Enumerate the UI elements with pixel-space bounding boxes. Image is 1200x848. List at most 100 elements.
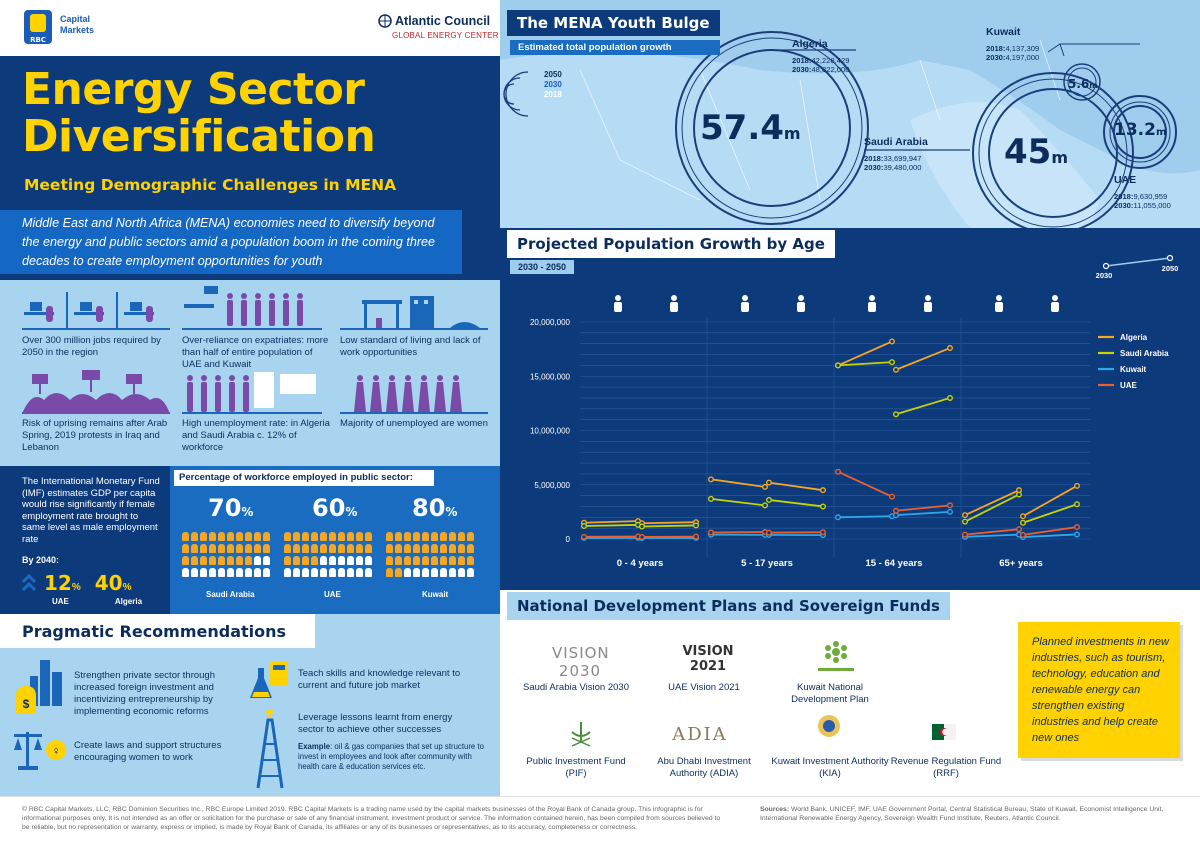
algeria-flag-icon	[932, 724, 956, 740]
plan-pif: Public Investment Fund (PIF)	[526, 756, 626, 779]
person-icon	[404, 544, 411, 553]
data-point	[1020, 531, 1027, 538]
person-icon	[200, 532, 207, 541]
saudi-total-value: 45	[1004, 132, 1052, 172]
data-point	[835, 514, 842, 521]
person-icon	[320, 544, 327, 553]
map-uae: UAE 2018:9,630,959 2030:11,055,000	[1114, 174, 1171, 210]
page-title: Energy Sector Diversification	[22, 66, 376, 160]
series-line	[895, 510, 951, 517]
legend-2030: 2030	[544, 80, 562, 89]
person-icon	[395, 532, 402, 541]
person-icon	[284, 568, 291, 577]
uae-total-unit: m	[1155, 127, 1167, 138]
slum-housing-icon	[340, 290, 488, 330]
person-icon	[320, 532, 327, 541]
pif-emblem-icon	[571, 722, 591, 747]
person-icon	[302, 544, 309, 553]
data-point	[889, 359, 896, 366]
person-icon	[218, 556, 225, 565]
svg-text:♀: ♀	[52, 744, 61, 758]
person-icon	[218, 568, 225, 577]
person-icon	[227, 556, 234, 565]
person-icon	[191, 532, 198, 541]
saudi-2018: 33,699,947	[883, 154, 922, 163]
imf-algeria-value: 40	[94, 571, 123, 595]
mena-map	[500, 0, 1200, 228]
person-icon	[431, 532, 438, 541]
footer-sources-label: Sources:	[760, 806, 790, 813]
person-icon	[356, 556, 363, 565]
data-point	[947, 394, 954, 401]
data-point	[766, 479, 773, 486]
person-icon	[422, 556, 429, 565]
female-icon	[798, 295, 804, 301]
point-uprising: Risk of uprising remains after Arab Spri…	[22, 418, 168, 453]
person-icon	[284, 544, 291, 553]
sector-kuwait-unit: %	[445, 505, 458, 519]
chart-title: Projected Population Growth by Age	[507, 230, 835, 258]
person-icon	[209, 544, 216, 553]
person-icon	[440, 556, 447, 565]
data-point	[580, 533, 587, 540]
data-point	[947, 345, 954, 352]
data-point	[820, 529, 827, 536]
rbc-shield-icon: RBC	[24, 10, 52, 44]
person-icon	[365, 568, 372, 577]
series-line	[768, 481, 824, 492]
saudi-2030: 39,480,000	[883, 163, 922, 172]
person-icon	[329, 544, 336, 553]
female-body-icon	[924, 302, 932, 312]
point-living-standard: Low standard of living and lack of work …	[340, 335, 481, 358]
series-line	[768, 499, 824, 508]
algeria-name: Algeria	[792, 38, 828, 50]
series-line	[710, 478, 766, 488]
person-icon	[404, 532, 411, 541]
person-icon	[431, 556, 438, 565]
investment-callout: Planned investments in new industries, s…	[1018, 622, 1180, 758]
person-icon	[218, 544, 225, 553]
male-body-icon	[741, 302, 749, 312]
reco-women-work: Create laws and support structures encou…	[74, 740, 222, 763]
imf-text: The International Monetary Fund (IMF) es…	[22, 476, 160, 545]
person-icon	[395, 556, 402, 565]
data-point	[820, 487, 827, 494]
women-queue-icon	[340, 370, 488, 414]
plans-heading: National Development Plans and Sovereign…	[507, 592, 950, 620]
person-icon	[182, 544, 189, 553]
algeria-2018-label: 2018:	[792, 56, 812, 65]
data-point	[962, 512, 969, 519]
person-icon	[458, 532, 465, 541]
adia-logo: ADIA	[664, 724, 736, 745]
data-point	[947, 508, 954, 515]
person-icon	[347, 556, 354, 565]
person-icon	[449, 568, 456, 577]
reco-example-text: : oil & gas companies that set up struct…	[298, 742, 484, 771]
map-algeria: Algeria 2018:42,228,429 2030:48,822,000	[792, 38, 849, 74]
kuwait-2018: 4,137,309	[1005, 44, 1040, 53]
kuwait-2018-label: 2018:	[986, 44, 1006, 53]
person-icon	[302, 556, 309, 565]
kuwait-2030: 4,197,000	[1005, 53, 1040, 62]
city-money-icon: $	[16, 660, 62, 714]
saudi-name: Saudi Arabia	[864, 136, 928, 148]
sector-uae-value: 60	[312, 494, 346, 522]
map-legend: 2050 2030 2018	[544, 70, 562, 100]
person-icon	[365, 556, 372, 565]
algeria-2030: 48,822,000	[811, 65, 850, 74]
imf-algeria-unit: %	[122, 582, 132, 593]
person-icon	[347, 544, 354, 553]
office-desks-icon	[22, 290, 170, 330]
person-icon	[236, 568, 243, 577]
series-line	[583, 520, 639, 524]
series-line	[837, 470, 893, 498]
recommendations-heading: Pragmatic Recommendations	[0, 614, 315, 648]
challenges-grid: Over 300 million jobs required by 2050 i…	[0, 280, 500, 466]
map-heading: The MENA Youth Bulge	[507, 10, 720, 36]
chart-subtitle: 2030 - 2050	[510, 260, 575, 274]
plan-saudi-vision: Saudi Arabia Vision 2030	[523, 682, 629, 693]
imf-uae-unit: %	[71, 582, 81, 593]
sector-kuwait-value: 80	[412, 494, 446, 522]
series-line	[641, 521, 697, 525]
sector-saudi-percent: 70%	[208, 494, 253, 522]
